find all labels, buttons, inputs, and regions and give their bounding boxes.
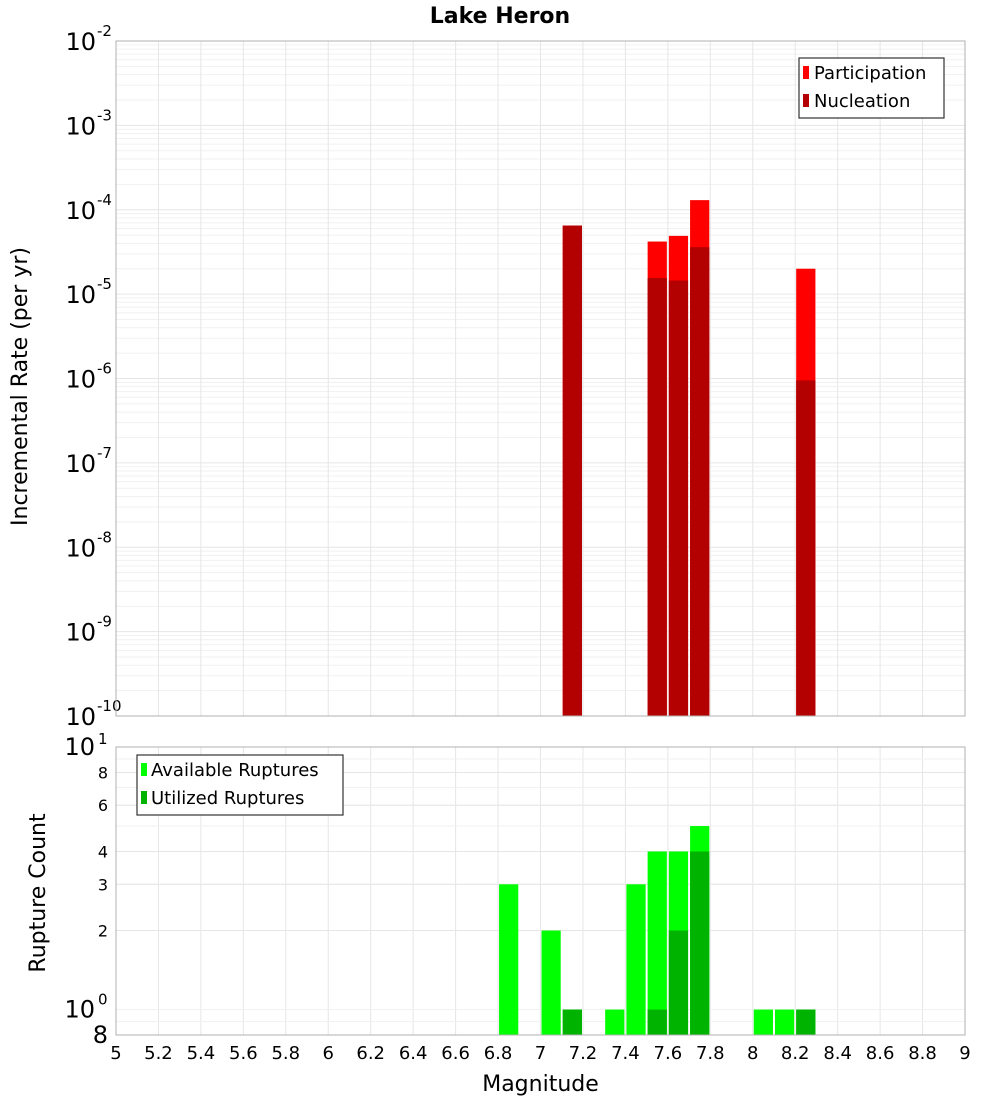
top-legend-label-participation: Participation [814,63,926,84]
bar-available-ruptures [605,1009,625,1035]
bar-available-ruptures [774,1009,795,1035]
top-y-tick-exponent: -2 [97,22,112,40]
bottom-legend-label-available-ruptures: Available Ruptures [151,760,319,781]
x-tick-label: 7.2 [569,1043,598,1064]
top-legend-swatch-nucleation [803,94,809,107]
bar-nucleation [647,278,667,716]
x-tick-label: 8.6 [866,1043,895,1064]
x-tick-label: 6 [323,1043,334,1064]
bottom-y-tick-label: 8 [98,763,108,782]
x-tick-label: 5.6 [229,1043,258,1064]
bottom-y-tick-bottom: 8 [93,1021,108,1049]
bar-nucleation [668,280,689,716]
chart-title: Lake Heron [430,4,570,29]
bottom-legend-box [136,754,344,816]
bottom-y-tick-label: 4 [98,842,108,861]
top-y-tick-label: 10 [65,534,96,562]
bottom-y-tick-label: 3 [98,875,108,894]
bottom-plot-frame [115,746,966,1036]
x-tick-label: 8.8 [908,1043,937,1064]
top-y-tick-label: 10 [65,450,96,478]
top-y-tick-label: 10 [65,28,96,56]
bar-available-ruptures [647,851,667,1035]
top-y-tick-exponent: -7 [97,444,112,462]
x-tick-label: 8.4 [823,1043,852,1064]
bar-nucleation [690,247,710,716]
x-axis-title: Magnitude [482,1072,599,1097]
x-tick-label: 5.4 [187,1043,216,1064]
bar-utilized-ruptures [690,851,710,1035]
bottom-y-axis-title: Rupture Count [26,813,51,973]
bar-utilized-ruptures [796,1009,816,1035]
top-y-tick-label: 10 [65,197,96,225]
x-tick-label: 8.2 [781,1043,810,1064]
top-y-tick-exponent: -4 [97,191,112,209]
bottom-legend-swatch-utilized-ruptures [141,791,147,804]
top-plot-frame [115,40,966,717]
bottom-y-tick-top-base: 10 [64,733,95,761]
x-tick-label: 7.6 [654,1043,683,1064]
top-y-tick-label: 10 [65,619,96,647]
top-legend-label-nucleation: Nucleation [814,91,910,112]
top-y-tick-exponent: -5 [97,275,112,293]
top-y-tick-exponent: -10 [97,697,122,715]
x-tick-label: 6.4 [399,1043,428,1064]
x-tick-label: 5.2 [144,1043,173,1064]
top-legend-box [798,57,945,119]
top-y-tick-exponent: -9 [97,613,112,631]
bar-available-ruptures [541,930,561,1035]
bottom-y-tick-top-exponent: 1 [98,730,108,748]
bar-available-ruptures [626,884,646,1035]
bottom-legend-swatch-available-ruptures [141,763,147,776]
bottom-y-tick-mid-exponent: 0 [98,991,108,1009]
top-y-tick-label: 10 [65,112,96,140]
top-y-tick-label: 10 [65,703,96,731]
top-y-tick-exponent: -6 [97,360,112,378]
x-tick-label: 7 [535,1043,546,1064]
bottom-y-tick-label: 2 [98,922,108,941]
top-y-tick-label: 10 [65,281,96,309]
bar-nucleation [562,225,582,716]
top-y-tick-label: 10 [65,366,96,394]
x-tick-label: 5.8 [271,1043,300,1064]
top-y-axis-title: Incremental Rate (per yr) [8,247,33,526]
top-y-tick-exponent: -3 [97,106,112,124]
bar-utilized-ruptures [562,1009,582,1035]
x-tick-label: 7.8 [696,1043,725,1064]
bottom-y-tick-label: 6 [98,796,108,815]
bottom-legend-label-utilized-ruptures: Utilized Ruptures [151,788,304,809]
bar-available-ruptures [499,884,519,1035]
x-tick-label: 6.8 [484,1043,513,1064]
bar-utilized-ruptures [668,930,689,1035]
top-legend-swatch-participation [803,66,809,79]
bottom-y-tick-mid-base: 10 [64,996,95,1024]
bar-utilized-ruptures [647,1009,667,1035]
top-y-tick-exponent: -8 [97,528,112,546]
x-tick-label: 6.6 [441,1043,470,1064]
x-tick-label: 7.4 [611,1043,640,1064]
x-tick-label: 8 [747,1043,758,1064]
x-tick-label: 9 [959,1043,970,1064]
x-tick-label: 6.2 [356,1043,385,1064]
bar-nucleation [796,380,816,716]
bar-available-ruptures [753,1009,773,1035]
x-tick-label: 5 [110,1043,121,1064]
